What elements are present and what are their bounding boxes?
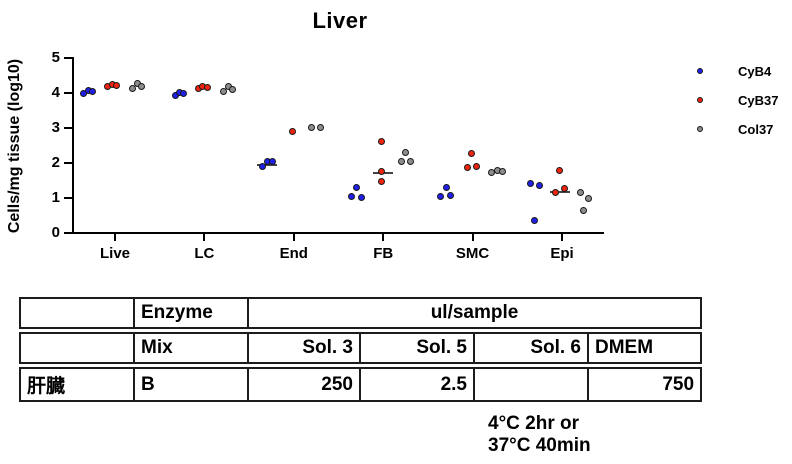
data-point-col37 xyxy=(498,167,506,175)
legend-label-cyb37: CyB37 xyxy=(738,93,779,108)
incubation-note-line2: 37°C 40min xyxy=(488,435,591,456)
data-point-cyb4 xyxy=(446,192,454,200)
y-tick xyxy=(64,57,73,59)
cell-enzyme-header: Enzyme xyxy=(133,297,247,329)
cell-sol6-header: Sol. 6 xyxy=(473,332,587,364)
y-tick-label: 3 xyxy=(51,119,60,136)
scatter-chart: Liver Cells/mg tissue (log10) 0 1 2 3 4 5 Liv… xyxy=(6,8,779,262)
cell-dmem-header: DMEM xyxy=(587,332,703,364)
y-tick-label: 0 xyxy=(51,224,60,241)
incubation-note: 4°C 2hr or 37°C 40min xyxy=(488,413,591,457)
data-point-col37 xyxy=(307,124,315,132)
data-point-col37 xyxy=(229,85,237,93)
cell-sol3-value: 250 xyxy=(247,367,359,402)
data-point-col37 xyxy=(398,158,406,166)
legend-swatch-cyb4 xyxy=(697,68,703,74)
y-tick-label: 4 xyxy=(51,84,60,101)
y-tick-label: 5 xyxy=(51,49,60,66)
data-point-cyb37 xyxy=(378,138,386,146)
cell-mix-header: Mix xyxy=(133,332,247,364)
table-row: 肝臓 B 250 2.5 750 xyxy=(19,367,703,402)
legend-swatch-col37 xyxy=(697,126,703,132)
y-tick-label: 1 xyxy=(51,189,60,206)
y-axis-label: Cells/mg tissue (log10) xyxy=(6,58,23,234)
y-tick xyxy=(64,232,73,234)
x-axis-line xyxy=(72,232,604,234)
y-axis-line xyxy=(72,57,74,234)
data-point-cyb37 xyxy=(204,84,212,92)
table-row: Mix Sol. 3 Sol. 5 Sol. 6 DMEM xyxy=(19,332,703,364)
data-point-cyb37 xyxy=(463,164,471,172)
x-tick xyxy=(203,234,206,241)
legend-label-cyb4: CyB4 xyxy=(738,64,772,79)
cell-organ-liver: 肝臓 xyxy=(19,367,133,402)
category-label: Epi xyxy=(550,245,574,262)
y-tick-label: 2 xyxy=(51,154,60,171)
data-point-cyb4 xyxy=(358,194,366,202)
category-label: FB xyxy=(373,245,394,262)
category-label: End xyxy=(279,245,308,262)
data-point-col37 xyxy=(407,157,415,165)
cell-sol6-value xyxy=(473,367,587,402)
data-point-cyb37 xyxy=(472,163,480,171)
protocol-table: Enzyme ul/sample Mix Sol. 3 Sol. 5 Sol. … xyxy=(19,294,703,405)
x-tick xyxy=(471,234,474,241)
category-label: Live xyxy=(99,245,130,262)
cell-blank xyxy=(19,332,133,364)
data-point-col37 xyxy=(402,148,410,156)
table-row: Enzyme ul/sample xyxy=(19,297,703,329)
x-tick xyxy=(382,234,385,241)
x-tick xyxy=(561,234,563,241)
data-point-cyb4 xyxy=(531,216,538,224)
cell-dmem-value: 750 xyxy=(587,367,703,402)
data-point-cyb37 xyxy=(378,167,386,175)
cell-ul-sample-header: ul/sample xyxy=(247,297,703,329)
data-point-cyb4 xyxy=(527,180,534,188)
x-tick xyxy=(114,234,116,241)
data-point-cyb4 xyxy=(536,182,543,190)
data-point-col37 xyxy=(220,88,228,96)
data-point-cyb37 xyxy=(378,177,386,185)
data-point-col37 xyxy=(577,189,584,197)
y-tick xyxy=(64,127,73,129)
data-point-col37 xyxy=(580,206,587,214)
data-point-col37 xyxy=(316,124,324,132)
data-point-cyb37 xyxy=(288,128,296,136)
y-tick xyxy=(64,197,73,199)
data-point-cyb4 xyxy=(348,193,356,201)
data-point-cyb4 xyxy=(436,193,444,201)
legend-swatch-cyb37 xyxy=(697,97,703,103)
cell-sol3-header: Sol. 3 xyxy=(247,332,359,364)
y-tick xyxy=(64,162,73,164)
data-point-cyb4 xyxy=(268,157,276,165)
incubation-note-line1: 4°C 2hr or xyxy=(488,413,580,434)
category-label: SMC xyxy=(455,245,490,262)
median-line xyxy=(256,164,277,167)
x-tick xyxy=(292,234,295,241)
data-point-cyb37 xyxy=(561,184,568,192)
legend-label-col37: Col37 xyxy=(738,122,774,137)
data-point-col37 xyxy=(129,84,136,92)
data-point-cyb4 xyxy=(258,163,266,171)
data-point-col37 xyxy=(138,82,145,90)
cell-sol5-header: Sol. 5 xyxy=(359,332,473,364)
cell-sol5-value: 2.5 xyxy=(359,367,473,402)
category-label: LC xyxy=(194,245,215,262)
y-tick xyxy=(64,92,73,94)
data-point-cyb4 xyxy=(89,88,96,96)
data-point-col37 xyxy=(585,195,592,203)
data-point-cyb37 xyxy=(552,188,559,196)
median-line xyxy=(550,191,570,194)
cell-mix-value: B xyxy=(133,367,247,402)
data-point-cyb37 xyxy=(556,167,563,175)
data-point-cyb37 xyxy=(113,81,120,89)
data-point-cyb4 xyxy=(442,184,450,192)
chart-title: Liver xyxy=(312,8,368,33)
data-point-cyb4 xyxy=(353,184,361,192)
data-point-cyb4 xyxy=(180,90,188,98)
data-point-cyb37 xyxy=(467,150,475,158)
cell-blank xyxy=(19,297,133,329)
